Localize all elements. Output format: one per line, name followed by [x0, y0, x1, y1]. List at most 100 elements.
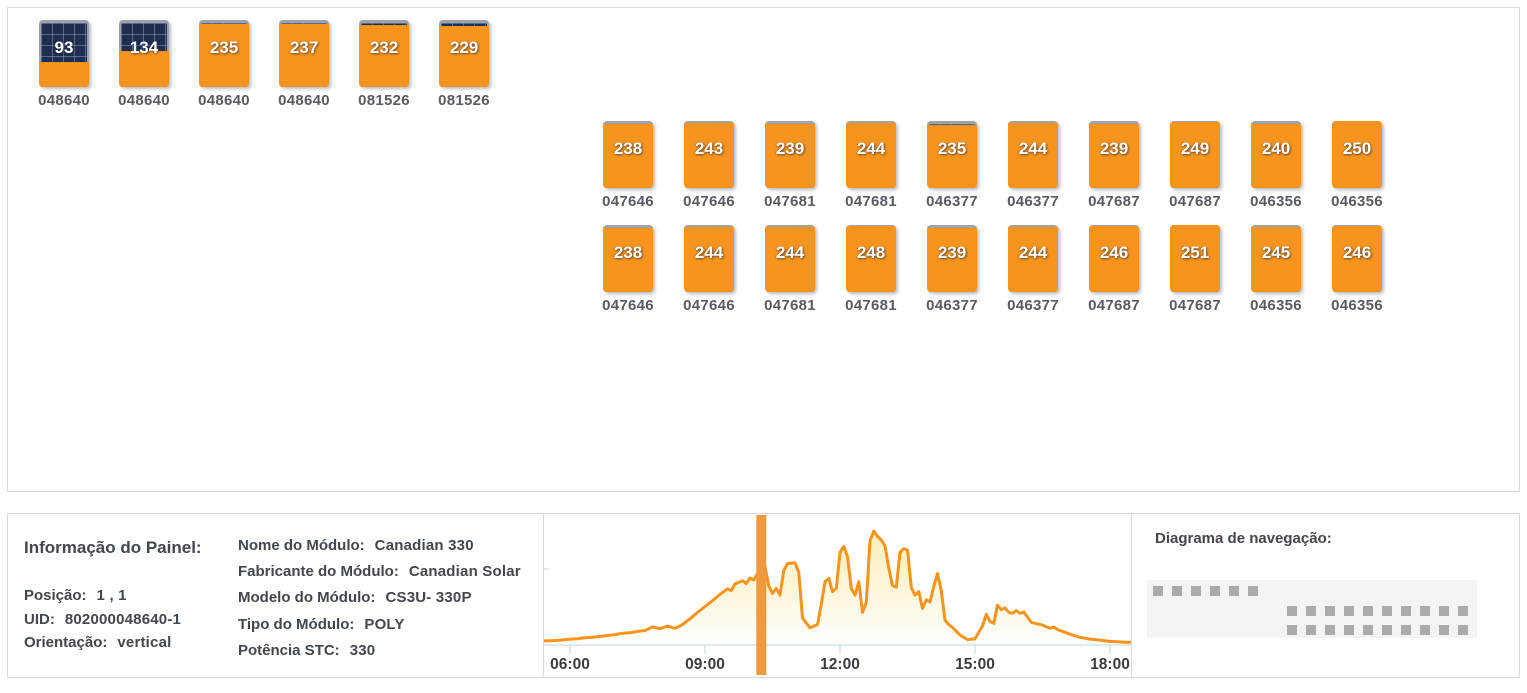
navigation-minimap[interactable] — [1147, 580, 1477, 638]
panel-power-value: 244 — [1018, 139, 1048, 159]
solar-panel[interactable]: 251 047687 — [1169, 225, 1221, 317]
panel-module-graphic[interactable]: 240 — [1251, 121, 1301, 188]
panel-serial-label: 048640 — [118, 92, 170, 109]
panel-module-graphic[interactable]: 232 — [359, 20, 409, 87]
panel-module-graphic[interactable]: 134 — [119, 20, 169, 87]
power-line — [544, 529, 1132, 644]
chart-time-cursor[interactable] — [756, 515, 767, 675]
solar-panel[interactable]: 238 047646 — [602, 225, 654, 317]
solar-panel[interactable]: 232 081526 — [358, 20, 410, 112]
panel-module-graphic[interactable]: 93 — [39, 20, 89, 87]
panel-power-value: 244 — [856, 139, 886, 159]
panel-module-graphic[interactable]: 250 — [1332, 121, 1382, 188]
panel-power-value: 93 — [54, 38, 74, 58]
panel-power-value: 240 — [1261, 139, 1291, 159]
panel-serial-label: 081526 — [438, 92, 490, 109]
panel-power-value: 249 — [1180, 139, 1210, 159]
panel-module-graphic[interactable]: 244 — [1008, 121, 1058, 188]
info-position: Posição: 1 , 1 — [24, 587, 127, 604]
solar-panel[interactable]: 244 047681 — [845, 121, 897, 213]
panel-power-fill — [1332, 226, 1382, 292]
solar-panel[interactable]: 239 047687 — [1088, 121, 1140, 213]
panel-serial-label: 046356 — [1250, 193, 1302, 210]
panel-module-graphic[interactable]: 239 — [765, 121, 815, 188]
panel-module-graphic[interactable]: 237 — [279, 20, 329, 87]
panel-power-value: 246 — [1342, 243, 1372, 263]
solar-panel[interactable]: 229 081526 — [438, 20, 490, 112]
solar-panel[interactable]: 244 047681 — [764, 225, 816, 317]
solar-panel[interactable]: 93 048640 — [38, 20, 90, 112]
solar-panel[interactable]: 245 046356 — [1250, 225, 1302, 317]
panel-module-graphic[interactable]: 249 — [1170, 121, 1220, 188]
info-module-name: Nome do Módulo: Canadian 330 — [238, 537, 474, 554]
panel-power-fill — [1089, 226, 1139, 292]
solar-panel[interactable]: 250 046356 — [1331, 121, 1383, 213]
info-module-model: Modelo do Módulo: CS3U- 330P — [238, 589, 472, 607]
panel-module-graphic[interactable]: 235 — [927, 121, 977, 188]
panel-serial-label: 047681 — [845, 193, 897, 210]
panel-module-graphic[interactable]: 238 — [603, 225, 653, 292]
minimap-panel-square — [1191, 586, 1201, 596]
panel-serial-label: 047646 — [683, 297, 735, 314]
solar-panel[interactable]: 244 046377 — [1007, 121, 1059, 213]
info-uid: UID: 802000048640-1 — [24, 610, 182, 628]
panel-serial-label: 047687 — [1169, 297, 1221, 314]
panel-power-fill — [927, 228, 977, 292]
solar-panel[interactable]: 246 046356 — [1331, 225, 1383, 317]
panel-module-graphic[interactable]: 246 — [1089, 225, 1139, 292]
solar-panel[interactable]: 249 047687 — [1169, 121, 1221, 213]
panel-info-section: Informação do Painel: Posição: 1 , 1 UID:… — [8, 514, 543, 677]
solar-panel[interactable]: 235 048640 — [198, 20, 250, 112]
minimap-panel-square — [1229, 586, 1239, 596]
panel-power-fill — [765, 124, 815, 188]
panel-module-graphic[interactable]: 244 — [1008, 225, 1058, 292]
solar-panel[interactable]: 246 047687 — [1088, 225, 1140, 317]
panel-power-fill — [846, 225, 896, 292]
panel-module-graphic[interactable]: 244 — [765, 225, 815, 292]
panel-serial-label: 047681 — [764, 193, 816, 210]
solar-panel[interactable]: 240 046356 — [1250, 121, 1302, 213]
panel-module-graphic[interactable]: 239 — [927, 225, 977, 292]
solar-panel[interactable]: 243 047646 — [683, 121, 735, 213]
solar-panel[interactable]: 244 047646 — [683, 225, 735, 317]
panel-power-value: 244 — [694, 243, 724, 263]
power-chart-section[interactable]: 06:00 09:00 12:00 15:00 18:00 — [543, 514, 1132, 677]
x-axis-tick-label: 12:00 — [820, 656, 860, 673]
solar-panel[interactable]: 237 048640 — [278, 20, 330, 112]
panel-module-graphic[interactable]: 251 — [1170, 225, 1220, 292]
minimap-panel-square — [1401, 625, 1411, 635]
panel-power-value: 237 — [289, 38, 319, 58]
panel-module-graphic[interactable]: 238 — [603, 121, 653, 188]
panel-module-graphic[interactable]: 239 — [1089, 121, 1139, 188]
panel-serial-label: 047646 — [602, 297, 654, 314]
x-axis-tick-label: 09:00 — [685, 656, 725, 673]
solar-panel[interactable]: 239 046377 — [926, 225, 978, 317]
panel-module-graphic[interactable]: 235 — [199, 20, 249, 87]
panel-module-graphic[interactable]: 245 — [1251, 225, 1301, 292]
panel-serial-label: 047687 — [1088, 297, 1140, 314]
panel-module-graphic[interactable]: 244 — [684, 225, 734, 292]
panel-module-graphic[interactable]: 244 — [846, 121, 896, 188]
minimap-panel-square — [1420, 606, 1430, 616]
panel-module-graphic[interactable]: 243 — [684, 121, 734, 188]
minimap-panel-square — [1344, 625, 1354, 635]
solar-panel[interactable]: 134 048640 — [118, 20, 170, 112]
panel-power-value: 250 — [1342, 139, 1372, 159]
solar-panel[interactable]: 248 047681 — [845, 225, 897, 317]
panel-power-value: 248 — [856, 243, 886, 263]
panel-module-graphic[interactable]: 246 — [1332, 225, 1382, 292]
panel-power-fill — [1008, 122, 1058, 188]
solar-panel[interactable]: 244 046377 — [1007, 225, 1059, 317]
navigation-diagram-section: Diagrama de navegação: — [1131, 514, 1519, 677]
panel-module-graphic[interactable]: 248 — [846, 225, 896, 292]
power-area-chart[interactable]: 06:00 09:00 12:00 15:00 18:00 — [544, 514, 1132, 677]
minimap-panel-square — [1458, 625, 1468, 635]
solar-panel[interactable]: 235 046377 — [926, 121, 978, 213]
panel-power-fill — [1170, 225, 1220, 292]
solar-panel[interactable]: 238 047646 — [602, 121, 654, 213]
solar-panel[interactable]: 239 047681 — [764, 121, 816, 213]
minimap-panel-square — [1439, 625, 1449, 635]
panel-module-graphic[interactable]: 229 — [439, 20, 489, 87]
minimap-panel-square — [1420, 625, 1430, 635]
panel-power-fill — [359, 25, 409, 87]
